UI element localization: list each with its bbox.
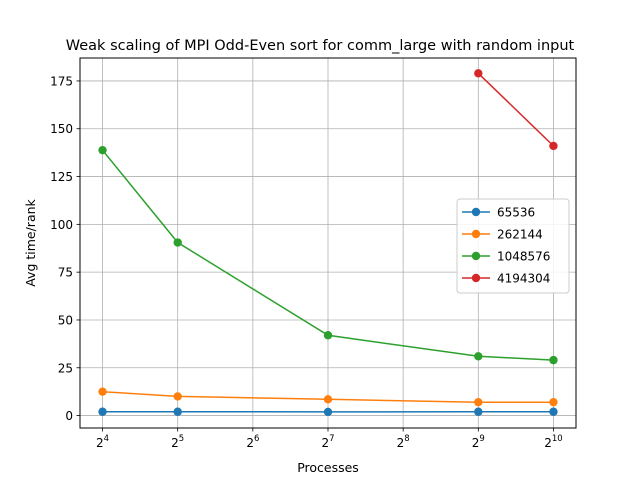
data-point: [173, 408, 181, 416]
legend-marker: [472, 230, 480, 238]
y-tick-label: 100: [50, 218, 73, 232]
y-tick-label: 50: [58, 313, 73, 327]
y-tick-label: 0: [65, 409, 73, 423]
legend-marker: [472, 208, 480, 216]
legend: 65536 262144 1048576 4194304: [457, 199, 569, 293]
legend-marker: [472, 274, 480, 282]
y-tick-label: 150: [50, 122, 73, 136]
x-axis-label: Processes: [297, 460, 359, 475]
data-point: [173, 238, 181, 246]
legend-label: 65536: [497, 206, 535, 220]
data-point: [549, 142, 557, 150]
data-point: [98, 408, 106, 416]
data-point: [474, 398, 482, 406]
data-point: [98, 387, 106, 395]
y-axis-label: Avg time/rank: [23, 198, 38, 286]
legend-marker: [472, 252, 480, 260]
y-tick-label: 175: [50, 74, 73, 88]
legend-label: 4194304: [497, 272, 550, 286]
data-point: [549, 398, 557, 406]
data-point: [324, 408, 332, 416]
legend-label: 1048576: [497, 250, 550, 264]
y-tick-label: 75: [58, 266, 73, 280]
data-point: [98, 146, 106, 154]
data-point: [173, 392, 181, 400]
y-tick-label: 125: [50, 170, 73, 184]
chart-title: Weak scaling of MPI Odd-Even sort for co…: [66, 38, 575, 54]
data-point: [474, 352, 482, 360]
y-tick-label: 25: [58, 361, 73, 375]
legend-label: 262144: [497, 228, 543, 242]
data-point: [474, 69, 482, 77]
data-point: [324, 395, 332, 403]
data-point: [549, 356, 557, 364]
data-point: [549, 408, 557, 416]
data-point: [474, 408, 482, 416]
data-point: [324, 331, 332, 339]
